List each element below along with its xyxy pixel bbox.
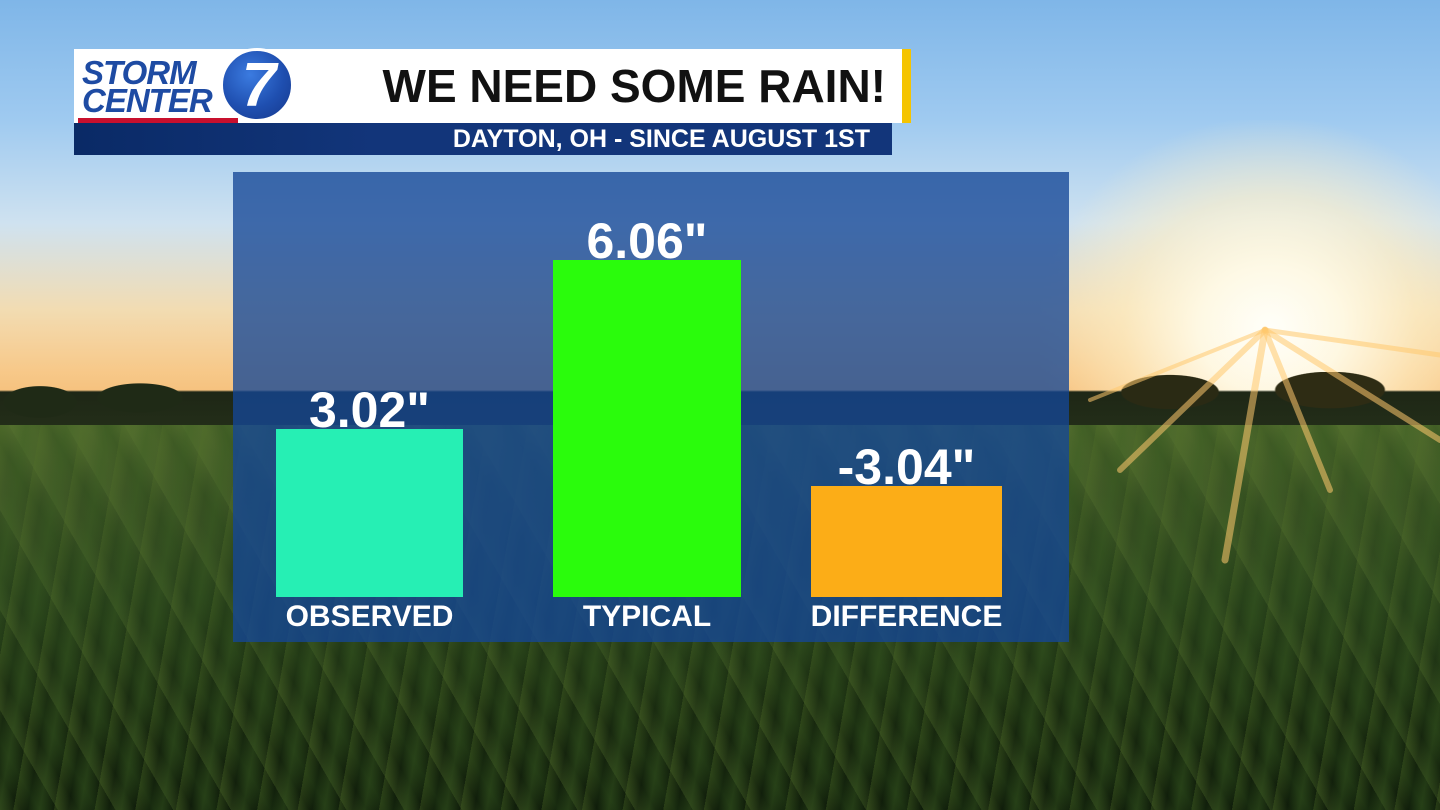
logo-line-center: CENTER [82, 82, 213, 119]
page-subtitle: DAYTON, OH - SINCE AUGUST 1ST [452, 124, 870, 153]
bar-difference [811, 486, 1002, 597]
chart-panel: 3.02" OBSERVED 6.06" TYPICAL -3.04" DIFFERENC… [233, 172, 1069, 642]
bar-chart: 3.02" OBSERVED 6.06" TYPICAL -3.04" DIFFERENC… [276, 213, 1003, 633]
subtitle-bar [74, 123, 892, 155]
category-label-typical: TYPICAL [583, 600, 711, 633]
storm-center-7-logo: STORM CENTER 7 [78, 46, 300, 128]
category-label-observed: OBSERVED [286, 600, 454, 633]
title-bar [74, 49, 904, 123]
logo-number: 7 [241, 51, 277, 120]
title-accent-stripe [902, 49, 911, 123]
logo-circle-icon: 7 [220, 48, 294, 122]
category-label-difference: DIFFERENCE [811, 600, 1003, 633]
bar-typical [553, 260, 741, 597]
logo-red-underline [78, 118, 238, 123]
value-label-observed: 3.02" [309, 382, 430, 438]
bar-observed [276, 429, 463, 597]
page-title: WE NEED SOME RAIN! [382, 60, 886, 112]
logo-line-storm: STORM [82, 54, 197, 91]
value-label-difference: -3.04" [838, 439, 976, 495]
value-label-typical: 6.06" [586, 213, 707, 269]
